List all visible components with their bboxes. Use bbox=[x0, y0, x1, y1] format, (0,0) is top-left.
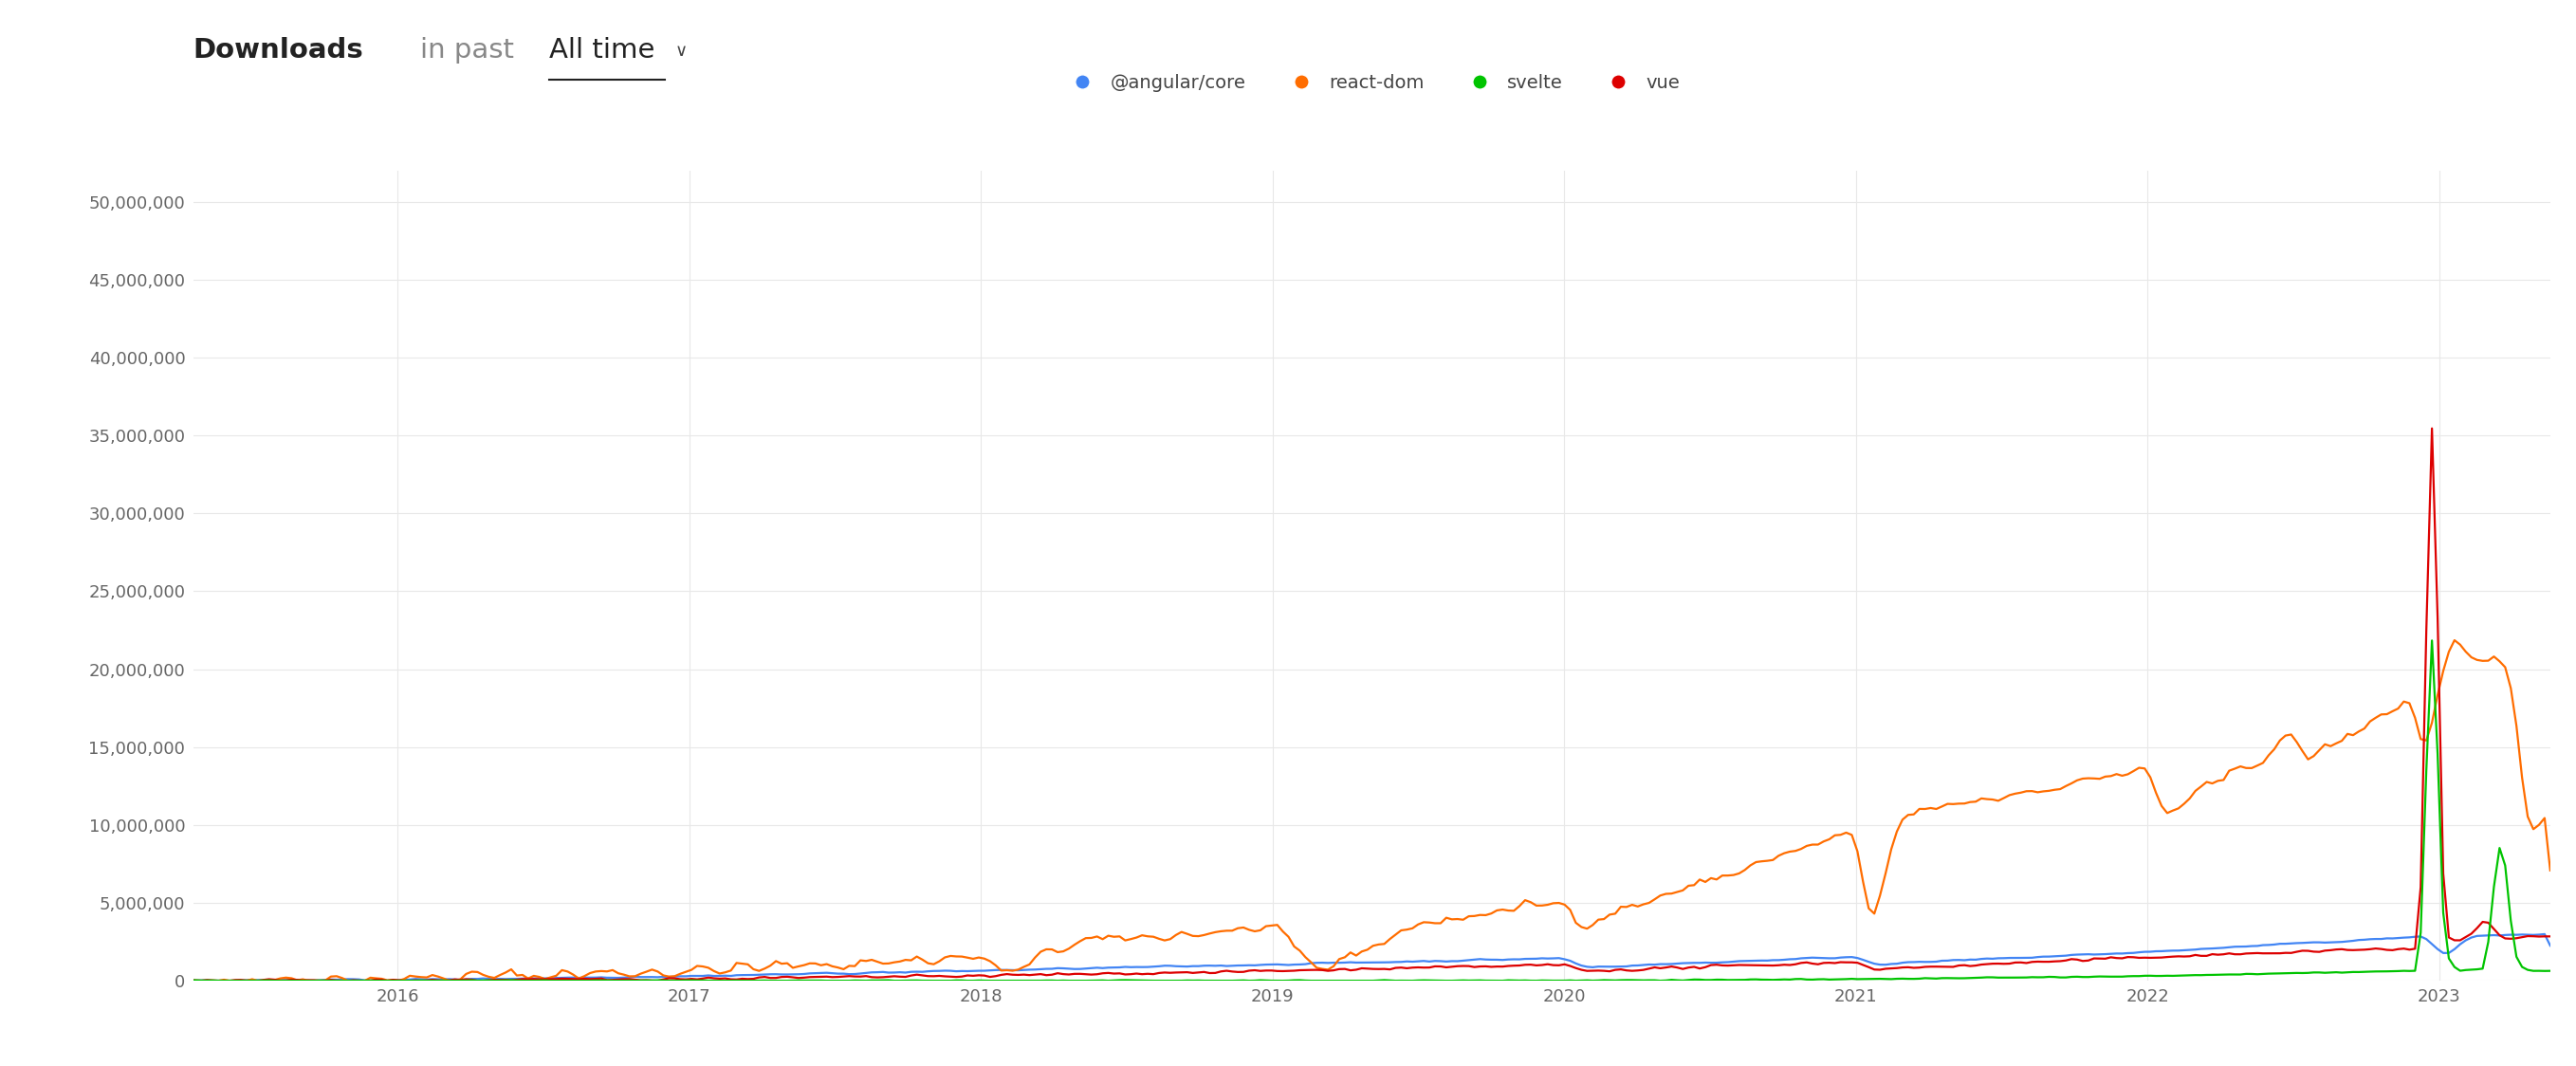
Text: in past: in past bbox=[420, 37, 513, 64]
Legend: @angular/core, react-dom, svelte, vue: @angular/core, react-dom, svelte, vue bbox=[1056, 66, 1687, 99]
Text: Downloads: Downloads bbox=[193, 37, 363, 64]
Text: ∨: ∨ bbox=[675, 43, 688, 60]
Text: All time: All time bbox=[549, 37, 654, 64]
